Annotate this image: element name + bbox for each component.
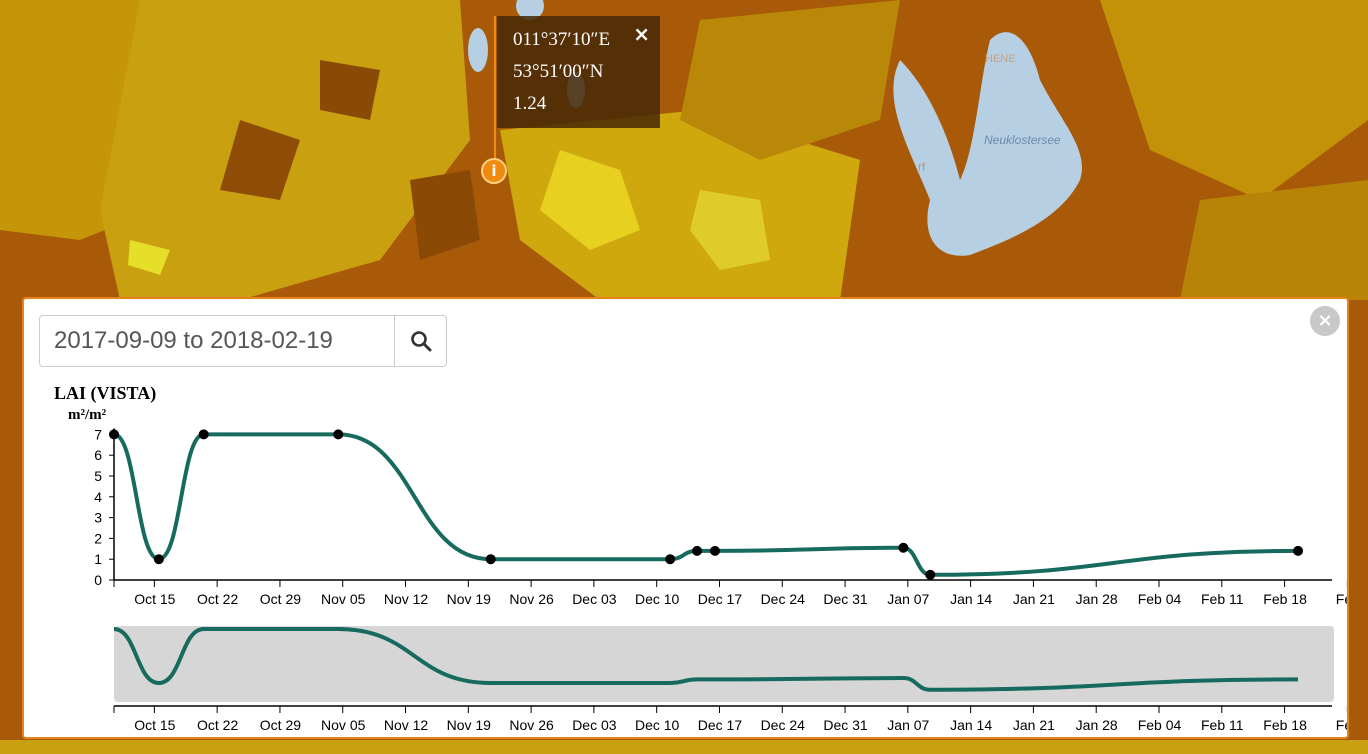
x-axis: Oct 15 Oct 22 Oct 29 Nov 05 Nov 12 Nov 19 Nov … xyxy=(113,579,1347,607)
y-tick-label: 2 xyxy=(94,530,102,546)
popup-value: 1.24 xyxy=(513,93,547,114)
x-tick-label: Nov 05 xyxy=(321,591,366,607)
x-tick-label: Dec 17 xyxy=(698,591,743,607)
popup-longitude: 011°37′10″E xyxy=(513,29,611,50)
popup-latitude: 53°51′00″N xyxy=(513,61,604,82)
info-icon[interactable]: i xyxy=(481,158,507,184)
x-tick-label: Nov 26 xyxy=(509,717,554,733)
data-point[interactable] xyxy=(1293,545,1304,556)
brush-area[interactable] xyxy=(114,626,1334,702)
x-tick-label: Nov 05 xyxy=(321,717,366,733)
place-label-2: HENE xyxy=(985,53,1016,65)
y-tick-label: 3 xyxy=(94,510,102,526)
x-tick-label: Feb 11 xyxy=(1201,591,1244,607)
x-tick-label: Jan 07 xyxy=(887,591,929,607)
x-tick-label: Feb 04 xyxy=(1138,591,1182,607)
x-tick-label: Oct 15 xyxy=(134,591,175,607)
y-tick-label: 7 xyxy=(94,426,102,442)
x-tick-label: Jan 21 xyxy=(1013,591,1055,607)
brush-series-line xyxy=(113,627,1299,692)
popup-close-icon[interactable]: × xyxy=(633,22,650,46)
data-point[interactable] xyxy=(333,429,344,440)
data-point[interactable] xyxy=(153,554,164,565)
data-point[interactable] xyxy=(198,429,209,440)
x-tick-label: Feb 18 xyxy=(1263,591,1307,607)
popup-pointer-line xyxy=(494,16,496,162)
data-point[interactable] xyxy=(665,554,676,565)
y-axis: 0 1 2 3 4 5 6 7 xyxy=(94,426,115,588)
y-tick-label: 1 xyxy=(94,551,102,567)
x-tick-label: Nov 12 xyxy=(384,591,429,607)
series-points xyxy=(109,429,1304,580)
x-tick-label: Oct 29 xyxy=(260,717,301,733)
date-range-input[interactable] xyxy=(39,315,395,367)
place-label: rf xyxy=(918,160,926,174)
x-tick-label: Feb 11 xyxy=(1201,717,1244,733)
x-tick-label: Jan 14 xyxy=(950,591,992,607)
data-point[interactable] xyxy=(109,429,119,440)
x-tick-label: Oct 22 xyxy=(197,591,238,607)
x-tick-label: Nov 19 xyxy=(447,591,492,607)
x-tick-label: Dec 10 xyxy=(635,717,680,733)
x-tick-label: Jan 14 xyxy=(950,717,992,733)
y-axis-unit: m²/m² xyxy=(68,407,107,423)
x-tick-label: Jan 28 xyxy=(1076,591,1118,607)
data-point[interactable] xyxy=(485,554,496,565)
data-point[interactable] xyxy=(898,542,909,553)
data-point[interactable] xyxy=(925,569,936,580)
y-tick-label: 4 xyxy=(94,489,102,505)
x-tick-label: Dec 31 xyxy=(823,591,868,607)
x-tick-label: Nov 12 xyxy=(384,717,429,733)
x-tick-label: Dec 24 xyxy=(761,591,806,607)
x-tick-label: Dec 17 xyxy=(698,717,743,733)
x-tick-label: Oct 22 xyxy=(197,717,238,733)
panel-close-icon[interactable]: × xyxy=(1310,306,1340,336)
timeseries-panel: × LAI (VISTA) m²/m² 0 1 2 3 4 5 6 7 Oct 15 Oct 2… xyxy=(22,297,1349,739)
series-line xyxy=(113,432,1299,577)
y-tick-label: 6 xyxy=(94,447,102,463)
x-tick-label: Feb xyxy=(1336,717,1347,733)
x-tick-label: Jan 07 xyxy=(887,717,929,733)
x-tick-label: Dec 31 xyxy=(823,717,868,733)
x-tick-label: Dec 03 xyxy=(572,717,617,733)
data-point[interactable] xyxy=(692,545,703,556)
x-tick-label: Jan 21 xyxy=(1013,717,1055,733)
chart-title: LAI (VISTA) xyxy=(54,383,156,404)
x-tick-label: Dec 10 xyxy=(635,591,680,607)
y-tick-label: 0 xyxy=(94,572,102,588)
lake-label: Neuklostersee xyxy=(984,133,1061,147)
x-tick-label: Feb 18 xyxy=(1263,717,1307,733)
y-tick-label: 5 xyxy=(94,468,102,484)
brush-x-axis: Oct 15 Oct 22 Oct 29 Nov 05 Nov 12 Nov 19 Nov … xyxy=(113,705,1347,733)
x-tick-label: Dec 24 xyxy=(761,717,806,733)
coordinate-popup: 011°37′10″E 53°51′00″N 1.24 × xyxy=(497,16,660,128)
x-tick-label: Jan 28 xyxy=(1076,717,1118,733)
x-tick-label: Feb xyxy=(1336,591,1347,607)
x-tick-label: Feb 04 xyxy=(1138,717,1182,733)
x-tick-label: Nov 19 xyxy=(447,717,492,733)
data-point[interactable] xyxy=(709,545,720,556)
x-tick-label: Dec 03 xyxy=(572,591,617,607)
search-icon xyxy=(410,331,431,352)
search-button[interactable] xyxy=(394,315,447,367)
x-tick-label: Oct 29 xyxy=(260,591,301,607)
x-tick-label: Oct 15 xyxy=(134,717,175,733)
x-tick-label: Nov 26 xyxy=(509,591,554,607)
